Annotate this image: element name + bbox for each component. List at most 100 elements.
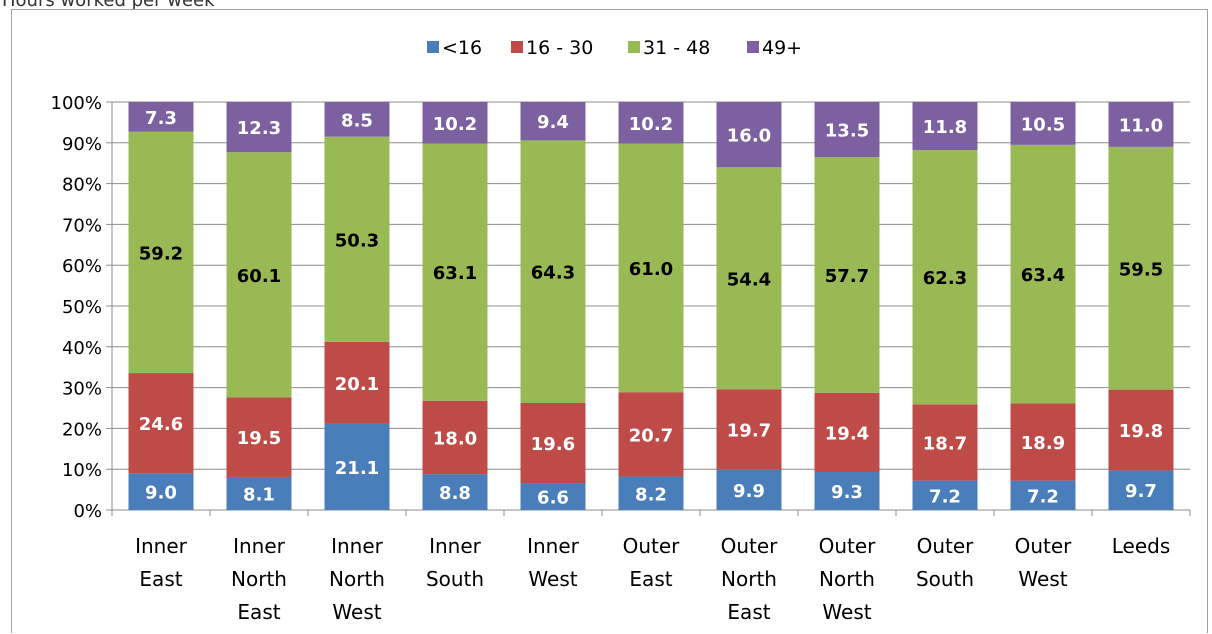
y-tick-label: 40% — [62, 338, 102, 359]
x-tick-label: Inner — [135, 534, 188, 558]
data-label: 9.4 — [537, 112, 569, 133]
y-tick-label: 100% — [51, 93, 102, 114]
data-label: 8.1 — [243, 484, 275, 505]
x-tick-label: North — [819, 567, 875, 591]
data-label: 7.2 — [1027, 486, 1059, 507]
data-label: 20.7 — [629, 425, 673, 446]
data-label: 9.3 — [831, 482, 863, 503]
x-tick-label: West — [332, 600, 381, 624]
x-tick-label: East — [629, 567, 672, 591]
x-tick-label: West — [822, 600, 871, 624]
data-label: 6.6 — [537, 488, 569, 509]
bar-segment — [324, 341, 390, 424]
legend-label: 49+ — [762, 37, 802, 59]
x-tick-label: Inner — [331, 534, 384, 558]
bar-segment — [1108, 102, 1174, 147]
data-label: 8.2 — [635, 484, 667, 505]
bar-segment — [422, 143, 488, 401]
data-label: 19.4 — [825, 423, 869, 444]
data-label: 7.2 — [929, 486, 961, 507]
data-label: 16.0 — [727, 126, 771, 147]
bar-segment — [1010, 144, 1076, 404]
y-tick-label: 0% — [73, 501, 102, 522]
data-label: 63.1 — [433, 263, 477, 284]
data-label: 8.8 — [439, 483, 471, 504]
bar-segment — [716, 469, 782, 510]
y-tick-label: 50% — [62, 297, 102, 318]
x-tick-label: Outer — [721, 534, 779, 558]
bar-segment — [618, 143, 684, 393]
bar-segment — [520, 402, 586, 484]
bar-segment — [422, 474, 488, 510]
data-label: 59.5 — [1119, 259, 1163, 280]
bar-segment — [226, 102, 292, 153]
data-label: 63.4 — [1021, 265, 1065, 286]
bar-segment — [912, 150, 978, 405]
x-tick-label: West — [1018, 567, 1067, 591]
bar-segment — [128, 373, 194, 474]
data-label: 60.1 — [237, 266, 281, 287]
data-label: 9.9 — [733, 481, 765, 502]
x-tick-label: East — [727, 600, 770, 624]
bar-segment — [1010, 480, 1076, 510]
x-tick-label: North — [721, 567, 777, 591]
data-label: 64.3 — [531, 263, 575, 284]
x-tick-label: Outer — [1015, 534, 1073, 558]
y-tick-label: 30% — [62, 379, 102, 400]
data-label: 24.6 — [139, 414, 183, 435]
x-tick-label: North — [231, 567, 287, 591]
data-label: 10.2 — [433, 114, 477, 135]
legend-swatch — [747, 41, 759, 53]
data-label: 12.3 — [237, 118, 281, 139]
bar-segment — [226, 152, 292, 398]
bar-segment — [226, 397, 292, 477]
data-label: 9.0 — [145, 483, 177, 504]
bar-segment — [912, 102, 978, 151]
bar-segment — [814, 102, 880, 158]
y-tick-label: 90% — [62, 134, 102, 155]
data-label: 11.0 — [1119, 115, 1163, 136]
bar-segment — [128, 102, 194, 132]
data-label: 59.2 — [139, 243, 183, 264]
bar-segment — [814, 392, 880, 473]
x-tick-label: East — [139, 567, 182, 591]
data-label: 11.8 — [923, 117, 967, 138]
legend-swatch — [511, 41, 523, 53]
x-tick-label: West — [528, 567, 577, 591]
x-tick-label: Inner — [429, 534, 482, 558]
bar-segment — [618, 102, 684, 144]
bar-segment — [1108, 146, 1174, 390]
bar-segment — [324, 136, 390, 342]
bar-segment — [422, 102, 488, 144]
data-label: 19.7 — [727, 420, 771, 441]
x-tick-label: Inner — [233, 534, 286, 558]
bar-segment — [324, 423, 390, 510]
data-label: 13.5 — [825, 121, 869, 142]
data-label: 19.8 — [1119, 421, 1163, 442]
bar-segment — [1010, 403, 1076, 481]
x-tick-label: North — [329, 567, 385, 591]
data-label: 18.9 — [1021, 433, 1065, 454]
x-tick-label: Outer — [623, 534, 681, 558]
data-label: 8.5 — [341, 110, 373, 131]
data-label: 62.3 — [923, 268, 967, 289]
data-label: 21.1 — [335, 458, 379, 479]
y-tick-label: 80% — [62, 175, 102, 196]
bar-segment — [128, 473, 194, 510]
legend-label: 16 - 30 — [526, 37, 593, 59]
legend-label: <16 — [442, 37, 482, 59]
bar-segment — [128, 131, 194, 374]
data-label: 20.1 — [335, 374, 379, 395]
data-label: 61.0 — [629, 259, 673, 280]
x-tick-label: South — [426, 567, 484, 591]
bar-segment — [912, 404, 978, 481]
bar-segment — [912, 480, 978, 510]
data-label: 57.7 — [825, 266, 869, 287]
bar-segment — [814, 157, 880, 393]
data-label: 18.7 — [923, 433, 967, 454]
y-tick-label: 10% — [62, 460, 102, 481]
bar-segment — [1010, 102, 1076, 145]
bar-segment — [324, 102, 390, 137]
y-tick-label: 20% — [62, 419, 102, 440]
